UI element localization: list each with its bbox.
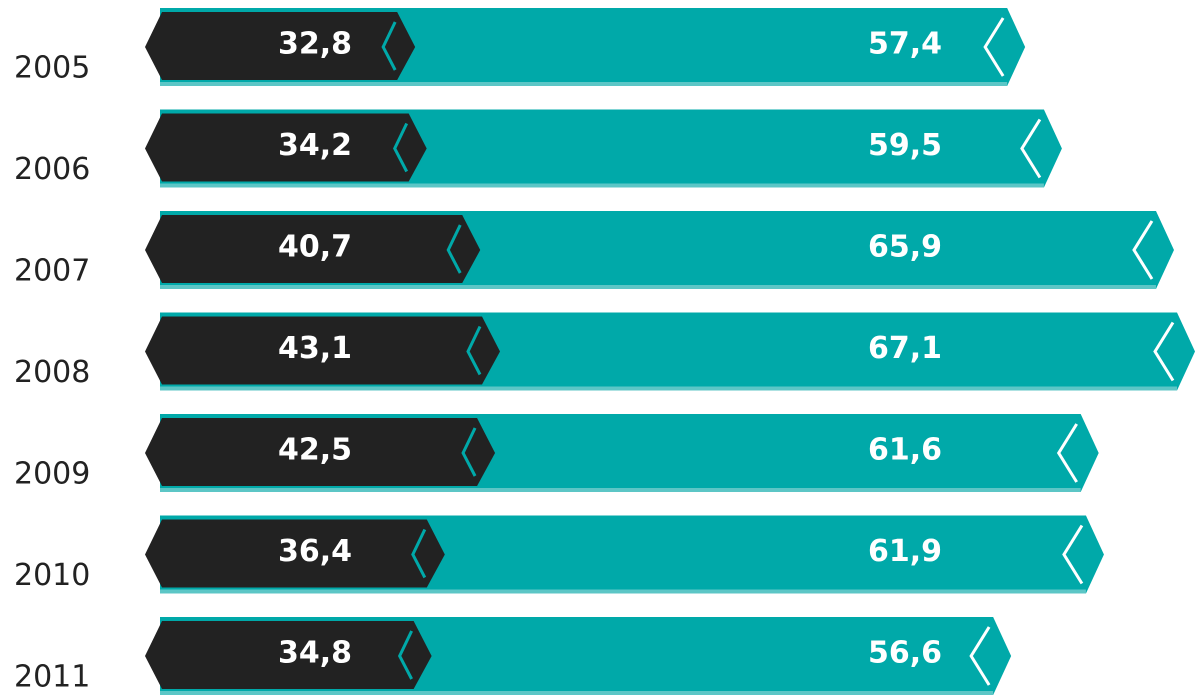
y-tick-label: 2006 <box>14 152 90 187</box>
data-label: 43,1 <box>278 331 352 366</box>
y-tick-label: 2009 <box>14 457 90 492</box>
bar-chevron <box>461 427 477 477</box>
bar <box>145 316 500 385</box>
y-tick-label: 2011 <box>14 660 90 695</box>
bar-chevron <box>397 630 413 680</box>
bar-chevron <box>1020 118 1042 179</box>
y-tick-label: 2005 <box>14 51 90 86</box>
data-label: 34,8 <box>278 636 352 671</box>
bar-chevron <box>1132 220 1154 280</box>
bar-chevron <box>1056 423 1078 483</box>
data-label: 36,4 <box>278 534 352 569</box>
bar-chevron <box>969 626 991 686</box>
bar-chevron <box>381 21 397 71</box>
bar-chevron <box>393 122 409 173</box>
data-label: 32,8 <box>278 27 352 62</box>
bar-chevron <box>983 17 1005 77</box>
y-tick-label: 2008 <box>14 355 90 390</box>
data-label: 56,6 <box>868 636 942 671</box>
bar-chevron <box>466 325 482 376</box>
bar <box>145 418 496 486</box>
bar <box>145 621 432 689</box>
bar-chevron <box>411 528 427 579</box>
bar-chevron <box>446 224 462 274</box>
bar <box>145 519 445 588</box>
data-label: 65,9 <box>868 230 942 265</box>
data-label: 42,5 <box>278 433 352 468</box>
data-label: 59,5 <box>868 128 942 163</box>
data-label: 61,6 <box>868 433 942 468</box>
bar <box>145 12 416 80</box>
bar-chevron <box>1153 321 1175 382</box>
data-label: 67,1 <box>868 331 942 366</box>
data-label: 34,2 <box>278 128 352 163</box>
data-label: 57,4 <box>868 27 942 62</box>
data-label: 40,7 <box>278 230 352 265</box>
data-label: 61,9 <box>868 534 942 569</box>
y-tick-label: 2007 <box>14 254 90 289</box>
y-tick-label: 2010 <box>14 558 90 593</box>
bar <box>145 215 481 283</box>
bar <box>145 113 427 182</box>
bar-chevron <box>1062 524 1084 585</box>
